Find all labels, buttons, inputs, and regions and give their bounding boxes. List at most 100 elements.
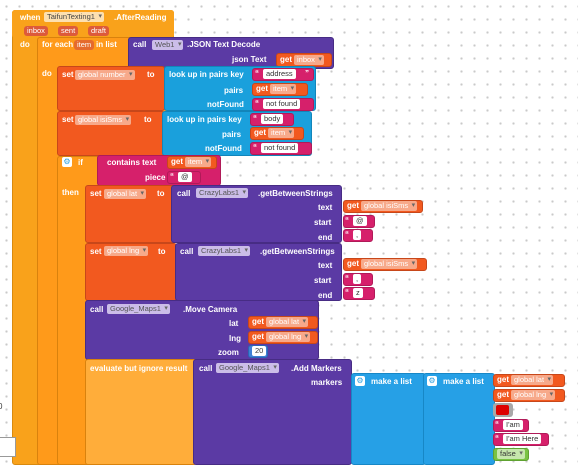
quote-icon: “ xyxy=(170,172,174,181)
quote-icon: “ xyxy=(345,288,349,297)
text-end-2[interactable]: z xyxy=(353,288,363,298)
text-end-1[interactable]: , xyxy=(353,230,362,240)
contains-label: contains text xyxy=(107,158,157,167)
text-notfound-1[interactable]: not found xyxy=(263,99,301,109)
text-start-1[interactable]: @ xyxy=(353,216,367,226)
get-isisms-dropdown-1[interactable]: global isiSms xyxy=(361,201,418,211)
google-maps-dropdown-2[interactable]: Google_Maps1 xyxy=(216,363,279,373)
foreach-label: for each xyxy=(42,40,74,49)
gear-icon[interactable]: ⚙ xyxy=(355,376,365,386)
notfound-label: notFound xyxy=(207,100,244,109)
color-swatch[interactable] xyxy=(496,405,509,415)
foreach-item-var[interactable]: item xyxy=(74,40,95,50)
get-item-dropdown-3[interactable]: item xyxy=(185,157,212,167)
pairs-label: pairs xyxy=(224,86,244,95)
move-camera-method: .Move Camera xyxy=(183,305,238,314)
get-item-dropdown-1[interactable]: item xyxy=(270,84,297,94)
list-get-lat-dropdown[interactable]: global lat xyxy=(511,375,554,385)
call-label: call xyxy=(133,40,147,49)
add-markers-method: .Add Markers xyxy=(291,364,342,373)
event-name: .AfterReading xyxy=(114,13,167,22)
evaluate-ignore-block[interactable] xyxy=(85,359,197,465)
event-do-label: do xyxy=(20,40,30,49)
text-iam[interactable]: I'am xyxy=(503,420,523,430)
call-label: call xyxy=(180,247,194,256)
web-component-dropdown[interactable]: Web1 xyxy=(152,40,184,50)
lookup-label: look up in pairs key xyxy=(167,115,242,124)
set-label: set xyxy=(62,115,74,124)
list-get-lng-dropdown[interactable]: global lng xyxy=(511,390,556,400)
set-lat-var-dropdown[interactable]: global lat xyxy=(104,189,147,199)
text-address[interactable]: address xyxy=(263,69,296,79)
evaluate-label: evaluate but ignore result xyxy=(90,364,188,373)
param-inbox[interactable]: inbox xyxy=(24,26,48,36)
to-label: to xyxy=(158,247,166,256)
piece-label: piece xyxy=(145,173,166,182)
get-lng-dropdown[interactable]: global lng xyxy=(266,332,311,342)
false-dropdown[interactable]: false xyxy=(497,449,525,459)
text-body[interactable]: body xyxy=(261,114,284,124)
call-label: call xyxy=(199,364,213,373)
quote-icon: ” xyxy=(305,69,309,78)
event-component-dropdown[interactable]: TaifunTexting1 xyxy=(44,12,104,22)
pairs-label: pairs xyxy=(222,130,242,139)
make-list-label-1: make a list xyxy=(371,377,412,386)
crazylabs-dropdown-2[interactable]: CrazyLabs1 xyxy=(198,246,251,256)
gear-icon[interactable]: ⚙ xyxy=(427,376,437,386)
set-label: set xyxy=(90,247,102,256)
to-label: to xyxy=(147,70,155,79)
get-inbox-dropdown[interactable]: inbox xyxy=(294,55,324,65)
text-at[interactable]: @ xyxy=(178,172,192,182)
get-label: get xyxy=(252,317,264,326)
param-draft[interactable]: draft xyxy=(88,26,110,36)
text-iam-here[interactable]: I'am Here xyxy=(503,434,542,444)
then-label: then xyxy=(62,188,79,197)
zoom-number[interactable]: 20 xyxy=(252,346,267,356)
text-start-2[interactable]: , xyxy=(353,274,362,284)
lookup-label: look up in pairs key xyxy=(169,70,244,79)
get-label: get xyxy=(347,259,359,268)
start-param: start xyxy=(314,218,332,227)
lng-param: lng xyxy=(229,334,241,343)
text-notfound-2[interactable]: not found xyxy=(261,143,299,153)
get-item-dropdown-2[interactable]: item xyxy=(268,128,295,138)
google-maps-dropdown-1[interactable]: Google_Maps1 xyxy=(107,304,170,314)
set-number-var-dropdown[interactable]: global number xyxy=(75,70,135,80)
quote-icon: “ xyxy=(253,114,257,123)
get-label: get xyxy=(254,128,266,137)
lat-param: lat xyxy=(229,319,239,328)
make-list-block-1[interactable] xyxy=(351,373,426,465)
gear-icon[interactable]: ⚙ xyxy=(62,157,72,167)
if-label: if xyxy=(78,158,83,167)
getbetween-method-2: .getBetweenStrings xyxy=(260,247,335,256)
get-label: get xyxy=(256,84,268,93)
zoom-param: zoom xyxy=(218,348,239,357)
get-label: get xyxy=(497,390,509,399)
get-label: get xyxy=(497,375,509,384)
get-lat-dropdown[interactable]: global lat xyxy=(266,317,309,327)
getbetween-method-1: .getBetweenStrings xyxy=(258,189,333,198)
get-label: get xyxy=(347,201,359,210)
edge-panel-fragment[interactable] xyxy=(0,437,16,457)
quote-icon: “ xyxy=(495,420,499,429)
edge-fragment: 0 xyxy=(0,402,3,411)
set-isisms-var-dropdown[interactable]: global isiSms xyxy=(75,115,132,125)
get-isisms-dropdown-2[interactable]: global isiSms xyxy=(361,259,418,269)
end-param: end xyxy=(318,291,333,300)
end-param: end xyxy=(318,233,333,242)
json-text-param: json Text xyxy=(232,55,267,64)
json-decode-method: .JSON Text Decode xyxy=(187,40,261,49)
call-label: call xyxy=(177,189,191,198)
crazylabs-dropdown-1[interactable]: CrazyLabs1 xyxy=(196,188,249,198)
text-param: text xyxy=(318,203,333,212)
quote-icon: “ xyxy=(495,434,499,443)
param-sent[interactable]: sent xyxy=(58,26,79,36)
set-lng-var-dropdown[interactable]: global lng xyxy=(104,246,149,256)
add-markers-block[interactable] xyxy=(193,359,352,465)
make-list-block-2[interactable] xyxy=(423,373,495,465)
set-label: set xyxy=(90,189,102,198)
foreach-do-label: do xyxy=(42,69,52,78)
start-param: start xyxy=(314,276,332,285)
to-label: to xyxy=(157,189,165,198)
make-list-label-2: make a list xyxy=(443,377,484,386)
